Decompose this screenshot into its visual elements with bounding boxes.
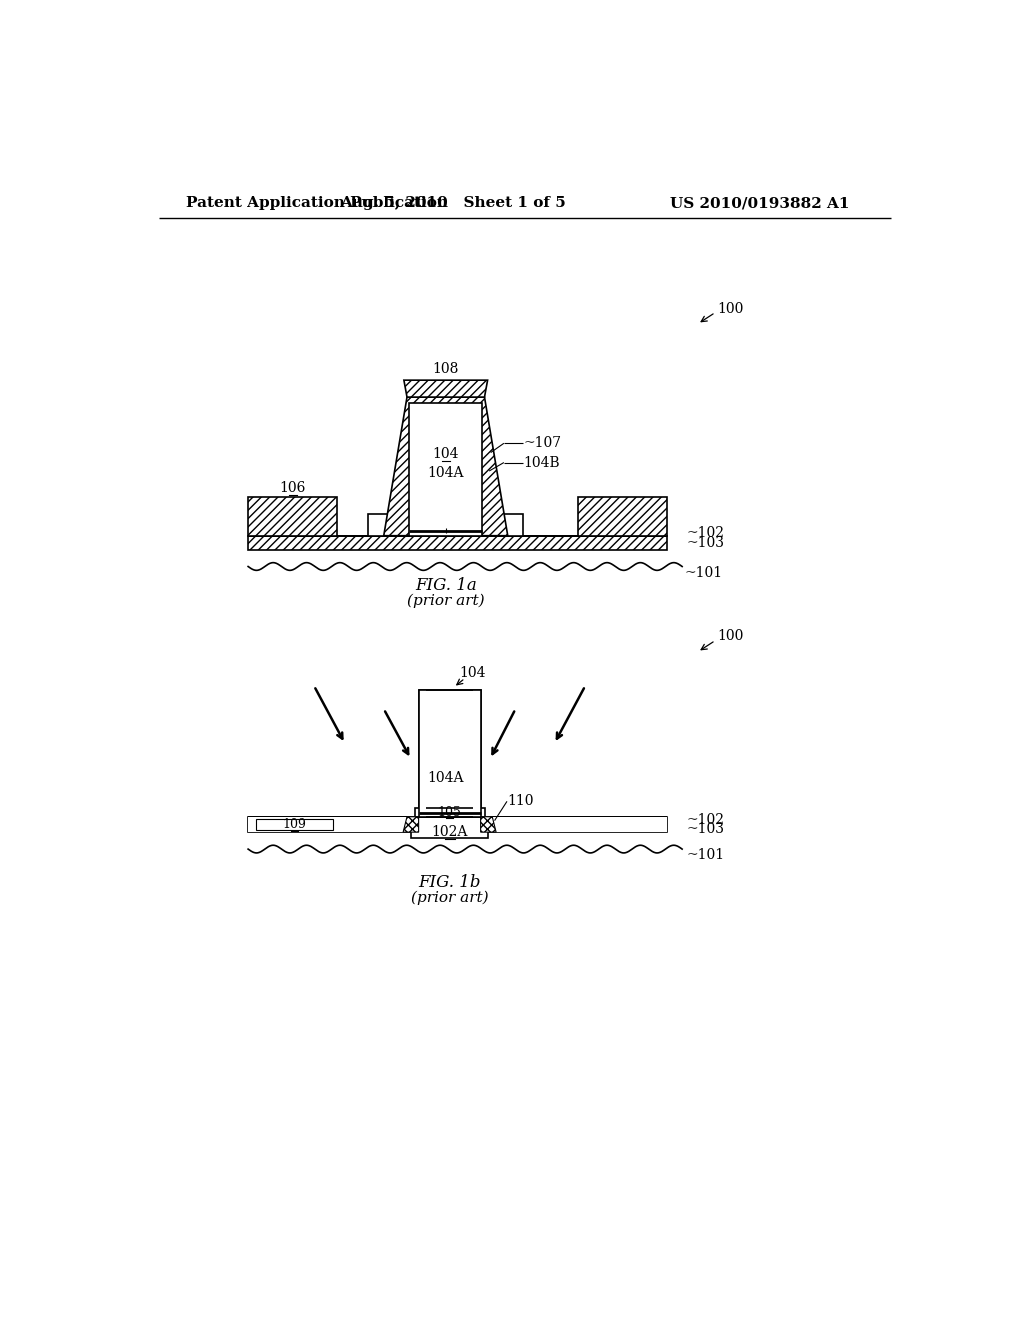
Text: ~107: ~107 xyxy=(523,437,561,450)
Polygon shape xyxy=(403,380,487,397)
Text: 109: 109 xyxy=(283,818,306,832)
Bar xyxy=(248,817,667,832)
Text: (prior art): (prior art) xyxy=(407,594,484,609)
Text: 108: 108 xyxy=(432,363,459,376)
Text: 100: 100 xyxy=(717,301,743,315)
Bar xyxy=(410,404,482,536)
Text: US 2010/0193882 A1: US 2010/0193882 A1 xyxy=(671,197,850,210)
Bar xyxy=(488,817,667,832)
Polygon shape xyxy=(480,817,496,832)
Bar xyxy=(248,817,411,832)
Text: ~103: ~103 xyxy=(686,822,724,836)
Bar xyxy=(248,536,667,549)
Text: (prior art): (prior art) xyxy=(411,891,488,904)
Text: ~101: ~101 xyxy=(684,566,723,579)
Bar xyxy=(578,498,667,536)
Text: ~103: ~103 xyxy=(686,536,724,550)
Text: 104B: 104B xyxy=(523,455,560,470)
Text: Aug. 5, 2010   Sheet 1 of 5: Aug. 5, 2010 Sheet 1 of 5 xyxy=(341,197,566,210)
Polygon shape xyxy=(384,397,508,536)
Text: 106: 106 xyxy=(280,480,306,495)
Text: 104A: 104A xyxy=(427,466,464,480)
Bar xyxy=(411,817,488,838)
Text: 102A: 102A xyxy=(431,825,468,840)
Text: 105: 105 xyxy=(437,805,462,818)
Text: ~101: ~101 xyxy=(686,849,724,862)
Text: ~102: ~102 xyxy=(686,525,724,540)
Text: Patent Application Publication: Patent Application Publication xyxy=(186,197,449,210)
Text: 104: 104 xyxy=(460,665,486,680)
Bar xyxy=(419,689,426,817)
Text: 110: 110 xyxy=(508,795,535,808)
Text: ~102: ~102 xyxy=(686,813,724,826)
Polygon shape xyxy=(403,817,419,832)
Bar xyxy=(415,808,484,817)
Bar xyxy=(256,818,334,830)
Bar xyxy=(473,689,480,817)
Bar xyxy=(248,498,337,536)
Bar xyxy=(419,689,480,817)
Text: FIG. 1a: FIG. 1a xyxy=(415,577,476,594)
Text: FIG. 1b: FIG. 1b xyxy=(419,874,481,891)
Text: 104: 104 xyxy=(432,447,459,461)
Bar xyxy=(419,689,480,817)
Text: 104A: 104A xyxy=(427,771,464,785)
Text: 105: 105 xyxy=(432,521,459,535)
Bar xyxy=(369,515,523,536)
Text: 100: 100 xyxy=(717,628,743,643)
